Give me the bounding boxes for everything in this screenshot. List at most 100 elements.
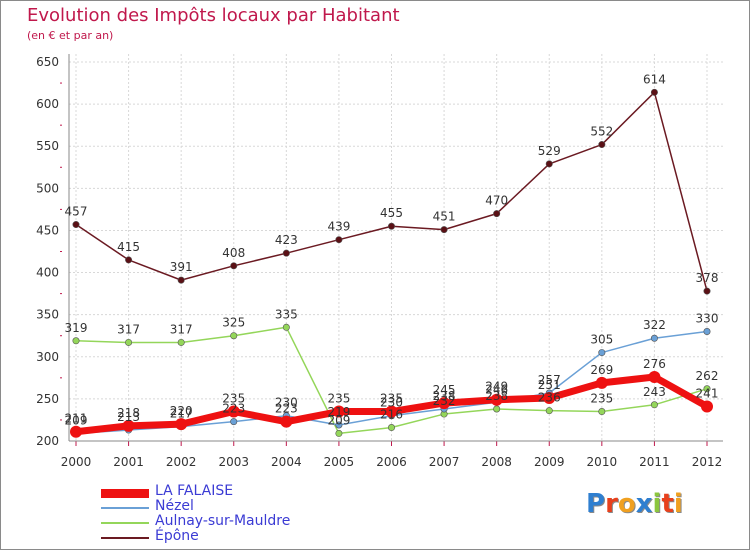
- data-label: 451: [433, 210, 456, 224]
- data-label: 269: [590, 363, 613, 377]
- x-tick-label: 2000: [61, 455, 92, 469]
- y-tick-label: 250: [36, 392, 59, 406]
- data-label: 209: [327, 413, 350, 427]
- data-point: [335, 421, 343, 429]
- data-point: [177, 276, 185, 284]
- legend-swatch: [101, 522, 149, 524]
- data-label: 235: [327, 392, 350, 406]
- data-label: 325: [222, 316, 245, 330]
- y-tick-label: 450: [36, 223, 59, 237]
- data-point: [282, 249, 290, 257]
- data-label: 216: [380, 408, 403, 422]
- data-labels: 457 415 391 408 423 439 455 451 470 529 552 614 378 3…: [65, 72, 719, 427]
- x-tick-label: 2004: [271, 455, 302, 469]
- logo-letter: o: [617, 489, 636, 519]
- series-lines: [70, 88, 713, 438]
- data-point: [385, 405, 398, 418]
- data-point: [332, 405, 345, 418]
- y-tick-label: 200: [36, 434, 59, 448]
- data-label: 470: [485, 194, 508, 208]
- data-label: 243: [643, 385, 666, 399]
- data-label: 235: [590, 392, 613, 406]
- y-tick-label: 400: [36, 266, 59, 280]
- data-label: 319: [65, 321, 88, 335]
- data-point: [230, 418, 238, 426]
- data-point: [177, 338, 185, 346]
- axis-ticks: 200 250 300 350 400 450 500 550 600 650 2000 2001 20…: [36, 54, 723, 469]
- x-tick-label: 2008: [481, 455, 512, 469]
- x-tick-label: 2007: [429, 455, 460, 469]
- data-label: 209: [65, 413, 88, 427]
- data-point: [440, 226, 448, 234]
- x-tick-label: 2005: [324, 455, 355, 469]
- data-point: [122, 419, 135, 432]
- data-point: [125, 338, 133, 346]
- x-tick-label: 2001: [113, 455, 144, 469]
- data-label: 241: [696, 386, 719, 400]
- data-label: 457: [65, 205, 88, 219]
- data-label: 317: [170, 322, 193, 336]
- data-label: 211: [65, 412, 88, 426]
- chart-subtitle: (en € et par an): [27, 29, 114, 42]
- data-label: 408: [222, 246, 245, 260]
- y-tick-label: 550: [36, 139, 59, 153]
- data-label: 305: [590, 333, 613, 347]
- data-point: [282, 323, 290, 331]
- data-label: 245: [433, 383, 456, 397]
- y-tick-label: 300: [36, 350, 59, 364]
- data-label: 614: [643, 72, 666, 86]
- logo-letter: x: [635, 489, 653, 519]
- legend-swatch: [101, 489, 149, 498]
- data-label: 235: [222, 392, 245, 406]
- data-label: 378: [696, 271, 719, 285]
- data-label: 217: [170, 407, 193, 421]
- data-point: [650, 401, 658, 409]
- data-point: [703, 328, 711, 336]
- data-point: [335, 236, 343, 244]
- data-label: 219: [327, 405, 350, 419]
- data-label: 213: [117, 410, 140, 424]
- data-label: 235: [380, 392, 403, 406]
- data-point: [490, 393, 503, 406]
- data-label: 218: [117, 406, 140, 420]
- data-label: 391: [170, 260, 193, 274]
- data-label: 529: [538, 144, 561, 158]
- data-point: [543, 392, 556, 405]
- data-label: 232: [433, 394, 456, 408]
- data-point: [598, 349, 606, 357]
- proxiti-logo: Proxiti: [586, 489, 683, 519]
- data-label: 238: [485, 389, 508, 403]
- data-point: [701, 400, 713, 413]
- x-tick-label: 2006: [376, 455, 407, 469]
- grid: [69, 54, 723, 442]
- data-label: 439: [327, 220, 350, 234]
- x-tick-label: 2002: [166, 455, 197, 469]
- data-point: [648, 370, 661, 383]
- data-label: 246: [485, 382, 508, 396]
- data-point: [280, 415, 293, 428]
- data-label: 223: [222, 402, 245, 416]
- data-point: [387, 222, 395, 230]
- data-label: 322: [643, 318, 666, 332]
- chart-title: Evolution des Impôts locaux par Habitant: [27, 5, 400, 26]
- y-tick-label: 350: [36, 308, 59, 322]
- data-point: [545, 160, 553, 168]
- logo-letter: t: [661, 489, 674, 519]
- data-point: [650, 334, 658, 342]
- data-label: 257: [538, 373, 561, 387]
- data-label: 317: [117, 322, 140, 336]
- data-label: 276: [643, 357, 666, 371]
- legend-swatch: [101, 507, 149, 509]
- logo-letter: r: [605, 489, 618, 519]
- data-point: [230, 262, 238, 270]
- x-tick-label: 2011: [639, 455, 670, 469]
- data-label: 455: [380, 206, 403, 220]
- data-label: 330: [696, 312, 719, 326]
- data-label: 230: [380, 396, 403, 410]
- x-tick-label: 2009: [534, 455, 565, 469]
- data-point: [703, 385, 711, 393]
- data-point: [493, 405, 501, 413]
- legend-label: LA FALAISE: [155, 483, 234, 499]
- legend-swatch: [101, 537, 149, 539]
